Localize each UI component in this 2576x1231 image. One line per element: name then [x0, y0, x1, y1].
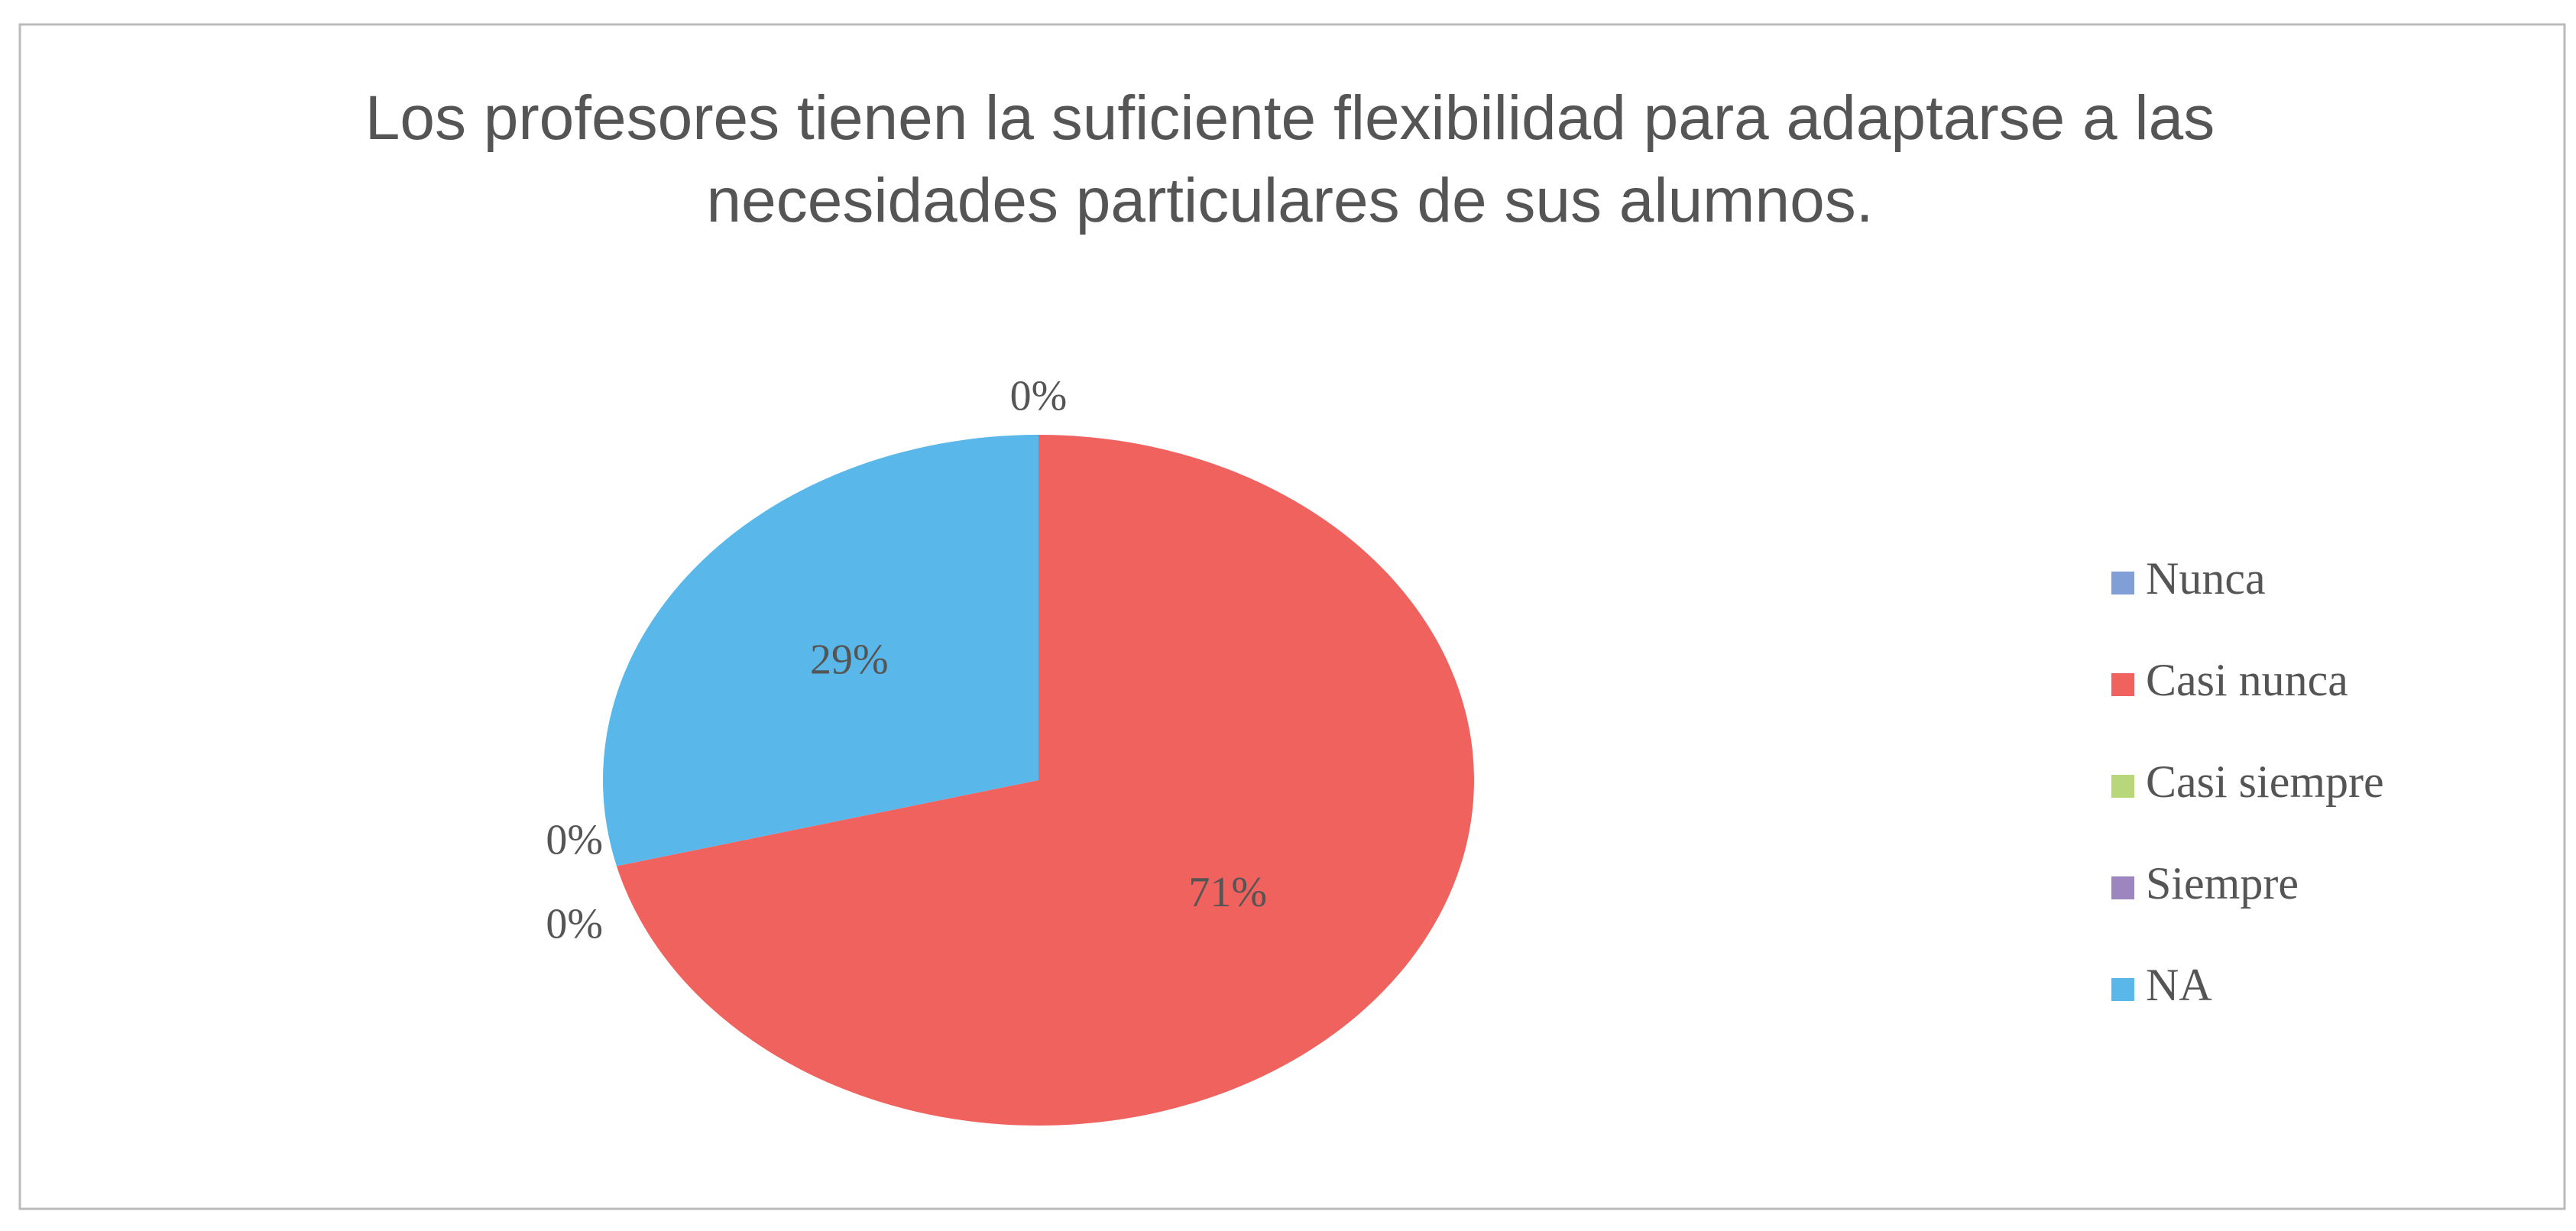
legend-label: Nunca: [2146, 553, 2266, 604]
legend-label: NA: [2146, 960, 2212, 1010]
chart-title: Los profesores tienen la suficiente flex…: [365, 83, 2215, 235]
legend-swatch: [2111, 876, 2134, 899]
data-label: 71%: [1188, 869, 1267, 916]
data-label: 0%: [546, 816, 603, 863]
title-line: Los profesores tienen la suficiente flex…: [365, 83, 2215, 153]
legend-label: Casi siempre: [2146, 756, 2384, 807]
pie-slice: [616, 435, 1474, 1126]
data-label: 0%: [1010, 373, 1068, 420]
title-line: necesidades particulares de sus alumnos.: [707, 166, 1874, 235]
pie-slice: [603, 435, 1039, 867]
data-label: 0%: [546, 900, 603, 948]
data-label: 29%: [810, 636, 889, 683]
legend-swatch: [2111, 978, 2134, 1001]
legend-label: Siempre: [2146, 858, 2299, 909]
legend-swatch: [2111, 572, 2134, 594]
legend-swatch: [2111, 775, 2134, 798]
legend-label: Casi nunca: [2146, 655, 2348, 705]
legend-swatch: [2111, 673, 2134, 696]
